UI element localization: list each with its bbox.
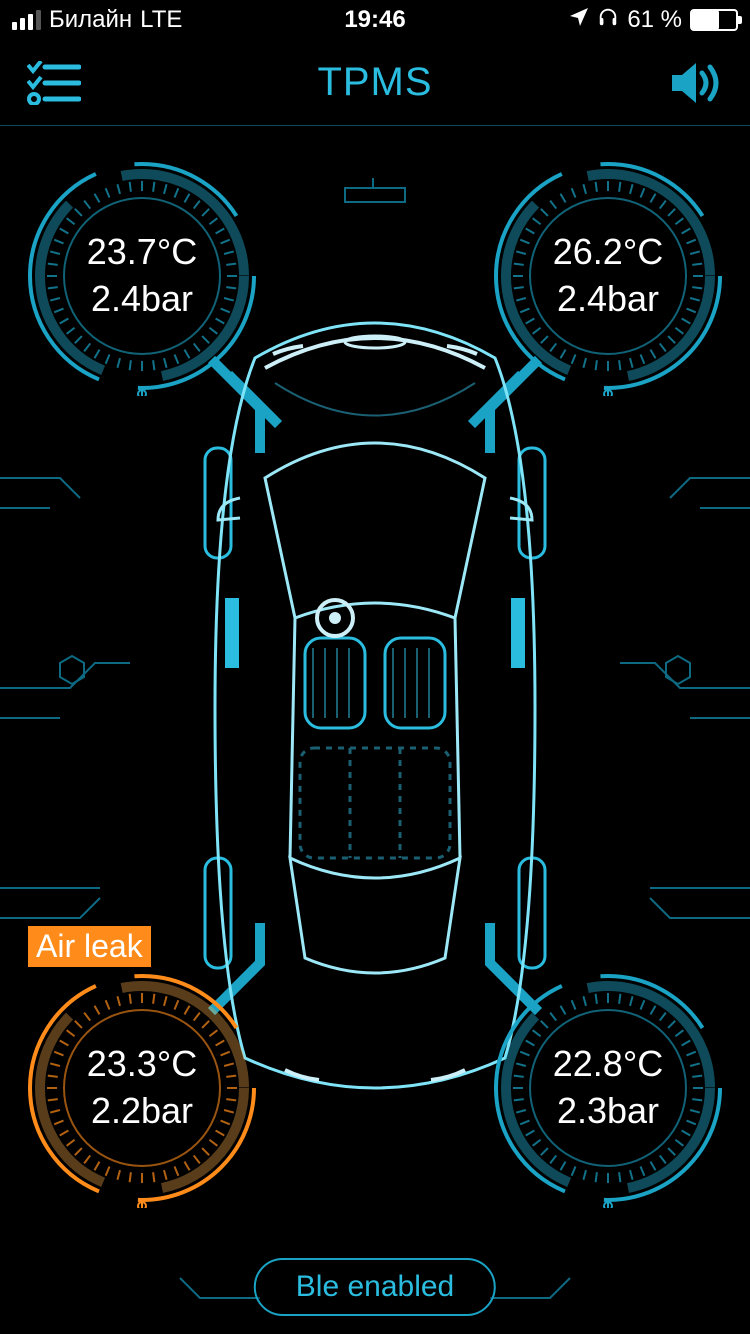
page-title: TPMS (317, 60, 432, 105)
battery-pct: 61 % (627, 6, 682, 34)
app-header: TPMS (0, 40, 750, 126)
tire-warning-badge: Air leak (28, 926, 151, 967)
clock: 19:46 (344, 6, 405, 34)
signal-bars-icon (12, 10, 41, 30)
menu-checklist-icon[interactable] (22, 51, 86, 115)
tire-gauge-front-left[interactable]: 23.7°C 2.4bar (22, 156, 262, 396)
tire-gauge-front-right[interactable]: 26.2°C 2.4bar (488, 156, 728, 396)
network-label: LTE (140, 6, 182, 34)
tire-gauge-rear-left[interactable]: Air leak 23.3°C 2.2bar (22, 968, 262, 1208)
speaker-icon[interactable] (664, 51, 728, 115)
headphones-icon (597, 6, 619, 35)
tire-gauge-rear-right[interactable]: 22.8°C 2.3bar (488, 968, 728, 1208)
battery-icon (690, 9, 738, 31)
status-bar: Билайн LTE 19:46 61 % (0, 0, 750, 40)
location-icon (569, 6, 589, 34)
dashboard-stage: 23.7°C 2.4bar 26.2°C 2.4bar Air leak 23.… (0, 128, 750, 1334)
ble-status-pill[interactable]: Ble enabled (254, 1258, 496, 1316)
ble-status-label: Ble enabled (296, 1270, 454, 1303)
carrier-label: Билайн (49, 6, 132, 34)
